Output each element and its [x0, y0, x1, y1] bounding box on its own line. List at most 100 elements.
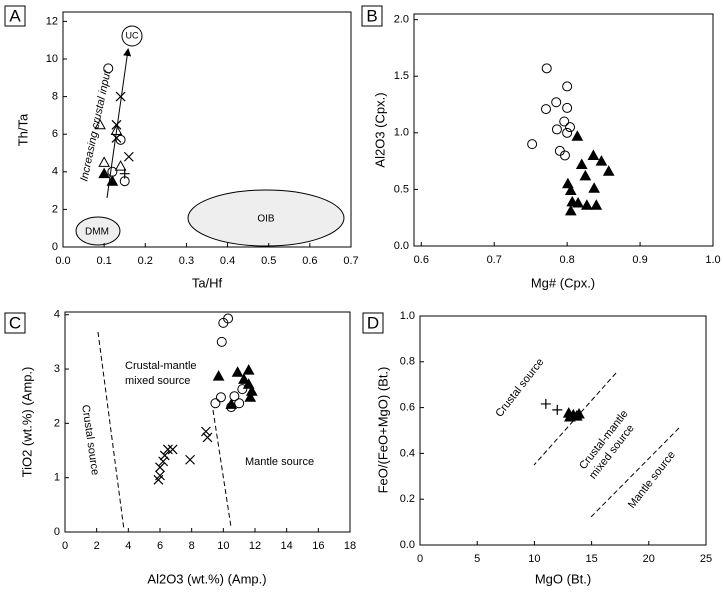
y-tick-label: 0.8: [400, 356, 415, 368]
point: [575, 158, 588, 170]
y-tick-label: 12: [46, 15, 58, 27]
point: [242, 364, 255, 375]
point: [602, 165, 615, 176]
point: [114, 160, 127, 171]
point: [123, 151, 134, 162]
x-axis-title: MgO (Bt.): [535, 571, 591, 586]
point: [234, 398, 245, 409]
x-tick-label: 0.0: [55, 255, 70, 267]
x-tick-label: 0.5: [261, 255, 276, 267]
x-tick-label: 0: [417, 553, 423, 565]
point: [237, 384, 248, 395]
panel-letter: D: [367, 313, 379, 332]
point: [242, 378, 255, 389]
point: [562, 102, 573, 113]
boundary-line: [589, 427, 680, 519]
x-tick-label: 0.2: [138, 255, 153, 267]
x-axis-title: Ta/Hf: [192, 275, 223, 290]
annotation: Mantle source: [626, 449, 678, 511]
x-tick-label: 16: [312, 540, 324, 552]
point: [98, 167, 110, 179]
y-axis-title: Al2O3 (Cpx.): [372, 92, 387, 167]
point: [200, 426, 211, 437]
y-tick-label: 1: [54, 472, 60, 484]
x-tick-label: 0.6: [302, 255, 317, 267]
point: [540, 104, 551, 115]
point: [94, 118, 106, 130]
annotation: UC: [126, 30, 139, 40]
point: [541, 63, 552, 74]
point: [244, 391, 257, 402]
x-tick-label: 20: [643, 553, 655, 565]
point: [564, 410, 576, 422]
point: [552, 404, 563, 415]
point: [212, 370, 225, 381]
point: [158, 456, 169, 467]
oib-field: [187, 189, 345, 247]
uc-field: [121, 25, 143, 47]
point: [580, 199, 593, 210]
x-tick-label: 0.3: [179, 255, 194, 267]
point: [103, 63, 114, 74]
point: [572, 196, 584, 208]
annotation: Mantle source: [245, 456, 314, 468]
annotation: Crustal source: [79, 404, 101, 476]
dmm-field: [75, 216, 121, 246]
point: [162, 444, 173, 455]
annotation: Crustal-mantle: [125, 360, 197, 372]
point: [155, 462, 165, 473]
point: [115, 134, 126, 145]
x-tick-label: 0.9: [632, 254, 647, 266]
x-tick-label: 15: [585, 553, 597, 565]
panel-letter-box: [4, 5, 26, 27]
y-tick-label: 0: [54, 526, 60, 538]
point: [215, 392, 226, 403]
point: [559, 116, 570, 127]
panel-letter-box: [362, 312, 384, 334]
x-tick-label: 4: [125, 540, 131, 552]
point: [565, 122, 576, 133]
point: [185, 454, 196, 465]
point: [107, 166, 118, 177]
annotation: mixed source: [125, 375, 190, 387]
point: [590, 199, 603, 210]
point: [571, 130, 584, 141]
y-tick-label: 6: [52, 128, 58, 140]
x-tick-label: 0.6: [414, 254, 429, 266]
y-axis-title: TiO2 (wt.%) (Amp.): [19, 367, 34, 478]
plot-frame: [64, 311, 351, 533]
panel-letter: B: [366, 6, 377, 25]
panel-letter-box: [361, 5, 383, 27]
point: [115, 91, 126, 102]
point: [210, 398, 221, 409]
y-tick-label: 3: [54, 363, 60, 375]
point: [595, 155, 608, 166]
point: [225, 398, 238, 409]
x-tick-label: 10: [528, 553, 540, 565]
y-tick-label: 0.2: [400, 493, 415, 505]
y-axis-title: Th/Ta: [15, 113, 30, 146]
annotation: Crustal source: [493, 356, 546, 419]
x-tick-label: 10: [217, 540, 229, 552]
point: [588, 182, 600, 193]
point: [229, 391, 240, 402]
point: [559, 150, 570, 161]
panel-letter: A: [9, 6, 21, 25]
y-tick-label: 0.4: [400, 447, 415, 459]
y-tick-label: 0.5: [394, 183, 409, 195]
y-tick-label: 0.0: [400, 539, 415, 551]
y-tick-label: 1.0: [394, 127, 409, 139]
x-tick-label: 25: [700, 553, 712, 565]
y-tick-label: 8: [52, 91, 58, 103]
point: [238, 373, 250, 384]
point: [231, 366, 244, 377]
point: [527, 139, 538, 150]
plot-frame: [62, 11, 352, 248]
x-tick-label: 0: [62, 540, 68, 552]
point: [111, 133, 122, 143]
y-axis-title: FeO/(FeO+MgO) (Bt.): [375, 367, 390, 494]
x-tick-label: 6: [157, 540, 163, 552]
annotation: DMM: [85, 227, 109, 238]
